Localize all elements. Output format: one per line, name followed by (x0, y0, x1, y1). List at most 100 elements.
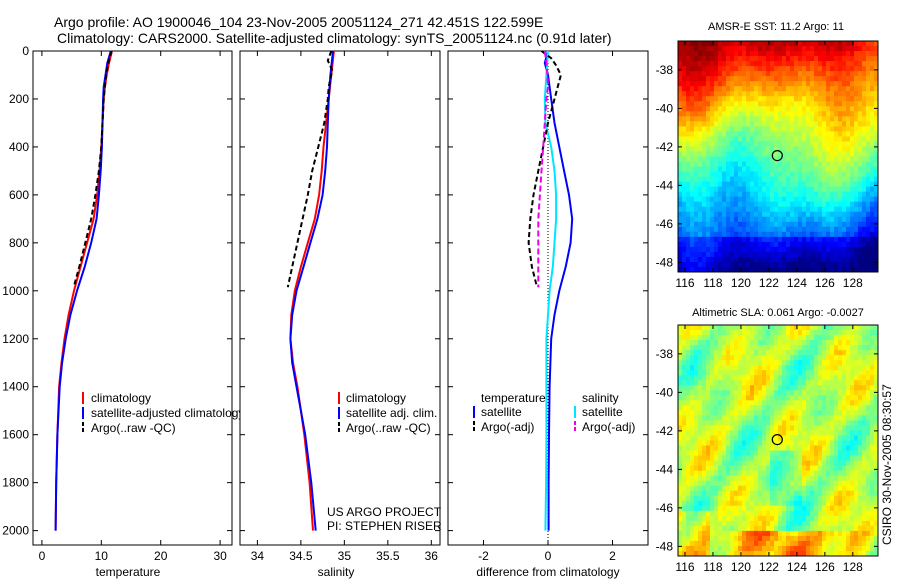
heatmap-cell (678, 126, 683, 132)
heatmap-cell (730, 231, 735, 238)
heatmap-cell (750, 440, 755, 446)
heatmap-cell (766, 86, 771, 92)
heatmap-cell (834, 231, 839, 238)
heatmap-cell (874, 435, 879, 441)
heatmap-cell (862, 111, 867, 117)
heatmap-cell (686, 430, 691, 436)
heatmap-cell (782, 540, 787, 547)
heatmap-cell (830, 116, 835, 122)
heatmap-cell (734, 350, 739, 356)
heatmap-cell (698, 440, 703, 446)
heatmap-cell (794, 151, 799, 157)
heatmap-cell (842, 66, 847, 72)
heatmap-cell (770, 465, 775, 472)
heatmap-cell (718, 340, 723, 346)
heatmap-cell (842, 211, 847, 218)
heatmap-cell (734, 91, 739, 97)
heatmap-cell (746, 335, 751, 341)
heatmap-cell (678, 206, 683, 213)
heatmap-cell (802, 390, 807, 396)
heatmap-cell (710, 495, 715, 502)
heatmap-cell (866, 51, 871, 57)
heatmap-cell (850, 450, 855, 456)
heatmap-cell (794, 161, 799, 167)
heatmap-cell (786, 91, 791, 97)
heatmap-cell (794, 191, 799, 198)
heatmap-cell (754, 251, 759, 258)
heatmap-cell (818, 395, 823, 401)
heatmap-cell (702, 425, 707, 431)
heatmap-cell (782, 256, 787, 263)
heatmap-cell (690, 490, 695, 497)
heatmap-cell (750, 415, 755, 421)
heatmap-cell (762, 370, 767, 376)
heatmap-cell (862, 121, 867, 127)
heatmap-cell (826, 136, 831, 142)
heatmap-cell (678, 465, 683, 472)
heatmap-cell (694, 465, 699, 472)
heatmap-cell (698, 131, 703, 137)
heatmap-cell (706, 46, 711, 52)
heatmap-cell (818, 181, 823, 188)
heatmap-cell (818, 450, 823, 456)
heatmap-cell (778, 126, 783, 132)
heatmap-cell (714, 510, 719, 517)
heatmap-cell (786, 246, 791, 253)
heatmap-cell (694, 46, 699, 52)
heatmap-cell (862, 96, 867, 102)
heatmap-cell (850, 430, 855, 436)
heatmap-cell (766, 435, 771, 441)
heatmap-cell (830, 405, 835, 411)
heatmap-cell (826, 375, 831, 381)
heatmap-cell (734, 505, 739, 512)
heatmap-cell (858, 146, 863, 152)
heatmap-cell (718, 176, 723, 183)
heatmap-cell (798, 475, 803, 482)
heatmap-cell (814, 226, 819, 233)
sst-map-title: AMSR-E SST: 11.2 Argo: 11 (708, 21, 844, 33)
heatmap-cell (710, 206, 715, 213)
heatmap-cell (714, 166, 719, 172)
heatmap-cell (866, 390, 871, 396)
heatmap-cell (762, 236, 767, 243)
heatmap-cell (786, 455, 791, 461)
heatmap-cell (854, 101, 859, 107)
heatmap-cell (750, 390, 755, 396)
heatmap-cell (730, 161, 735, 167)
heatmap-cell (686, 345, 691, 351)
heatmap-cell (734, 330, 739, 336)
heatmap-cell (718, 206, 723, 213)
heatmap-cell (774, 56, 779, 62)
heatmap-cell (858, 226, 863, 233)
heatmap-cell (806, 266, 811, 273)
heatmap-cell (686, 530, 691, 537)
x-tick-label: 36 (425, 549, 439, 563)
heatmap-cell (770, 251, 775, 258)
heatmap-cell (862, 325, 867, 331)
heatmap-cell (682, 495, 687, 502)
heatmap-cell (706, 206, 711, 213)
heatmap-cell (702, 335, 707, 341)
heatmap-cell (734, 325, 739, 331)
heatmap-cell (782, 141, 787, 147)
heatmap-cell (734, 365, 739, 371)
heatmap-cell (770, 46, 775, 52)
heatmap-cell (730, 156, 735, 162)
heatmap-cell (690, 415, 695, 421)
heatmap-cell (706, 440, 711, 446)
heatmap-cell (754, 390, 759, 396)
heatmap-cell (778, 176, 783, 183)
heatmap-cell (778, 116, 783, 122)
heatmap-cell (794, 176, 799, 183)
heatmap-cell (682, 335, 687, 341)
heatmap-cell (714, 335, 719, 341)
heatmap-cell (754, 385, 759, 391)
heatmap-cell (682, 325, 687, 331)
heatmap-cell (778, 445, 783, 451)
heatmap-cell (754, 550, 759, 557)
heatmap-cell (682, 136, 687, 142)
heatmap-cell (838, 360, 843, 366)
heatmap-cell (718, 375, 723, 381)
heatmap-cell (778, 71, 783, 77)
heatmap-cell (730, 375, 735, 381)
